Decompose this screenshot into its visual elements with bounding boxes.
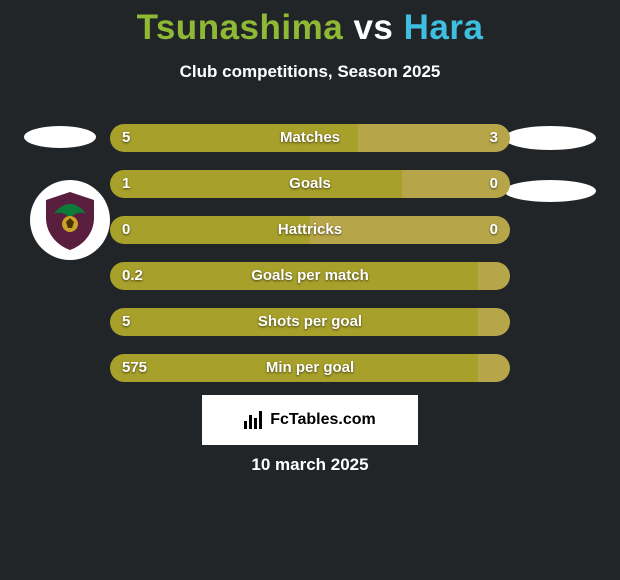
stat-row: Matches5 3 (110, 124, 510, 152)
team-crest-avatar (30, 180, 110, 260)
player-a-name: Tsunashima (137, 8, 344, 47)
stat-row: Goals per match0.2 (110, 262, 510, 290)
stat-label: Hattricks (110, 216, 510, 244)
avatar-placeholder-1 (504, 126, 596, 150)
stat-row: Goals1 0 (110, 170, 510, 198)
stat-label: Goals (110, 170, 510, 198)
vs-text: vs (353, 8, 393, 47)
brand-text: FcTables.com (270, 411, 376, 429)
stat-label: Shots per goal (110, 308, 510, 336)
stat-value-left: 5 (122, 308, 130, 336)
stat-label: Matches (110, 124, 510, 152)
stat-value-right: 3 (490, 124, 498, 152)
stat-value-left: 5 (122, 124, 130, 152)
stat-row: Min per goal575 (110, 354, 510, 382)
stat-bars: Matches53Goals10Hattricks00Goals per mat… (110, 124, 510, 400)
team-crest-icon (38, 188, 102, 252)
stat-row: Hattricks0 0 (110, 216, 510, 244)
stat-label: Goals per match (110, 262, 510, 290)
stat-value-left: 575 (122, 354, 147, 382)
brand-chart-icon (244, 411, 264, 429)
avatar-placeholder-2 (504, 180, 596, 202)
brand-badge: FcTables.com (202, 395, 418, 445)
stat-value-right: 0 (490, 216, 498, 244)
card-date: 10 march 2025 (0, 455, 620, 475)
player-b-name: Hara (404, 8, 484, 47)
comparison-card: Tsunashima vs Hara Club competitions, Se… (0, 0, 620, 580)
stat-row: Shots per goal5 (110, 308, 510, 336)
stat-value-left: 0 (122, 216, 130, 244)
avatar-placeholder-0 (24, 126, 96, 148)
stat-label: Min per goal (110, 354, 510, 382)
card-title: Tsunashima vs Hara (0, 8, 620, 48)
stat-value-right: 0 (490, 170, 498, 198)
stat-value-left: 0.2 (122, 262, 143, 290)
stat-value-left: 1 (122, 170, 130, 198)
card-subtitle: Club competitions, Season 2025 (0, 62, 620, 82)
